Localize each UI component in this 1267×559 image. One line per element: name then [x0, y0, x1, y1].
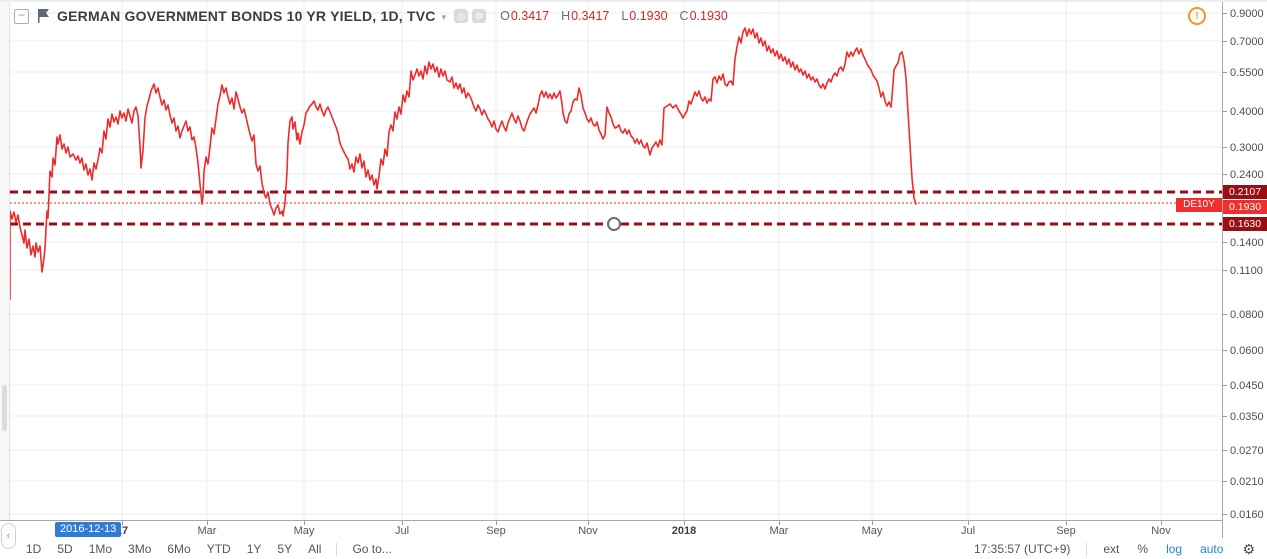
ohlc-low: L0.1930: [621, 9, 668, 23]
chevron-down-icon[interactable]: ▾: [441, 12, 447, 22]
time-label: Mar: [769, 525, 789, 537]
toolbar-divider: [336, 542, 338, 556]
price-tick-label: 0.2400: [1223, 168, 1264, 181]
left-sidebar-strip[interactable]: [0, 2, 10, 520]
range-button-all[interactable]: All: [308, 542, 322, 556]
range-buttons: 1D 5D 1Mo 3Mo 6Mo YTD 1Y 5Y All: [18, 542, 329, 556]
price-level-chip: 0.1930: [1223, 200, 1267, 214]
price-tick-label: 0.7000: [1223, 35, 1264, 48]
flag-icon[interactable]: [36, 9, 51, 23]
range-button-5d[interactable]: 5D: [57, 542, 73, 556]
line-tool-anchor-handle[interactable]: [607, 217, 621, 231]
price-tick-label: 0.0350: [1223, 410, 1264, 423]
ohlc-open: O0.3417: [500, 9, 550, 23]
time-tick: [496, 521, 497, 525]
range-button-1mo[interactable]: 1Mo: [88, 542, 113, 556]
time-tick: [402, 521, 403, 525]
time-label: Mar: [197, 525, 217, 537]
time-tick: [872, 521, 873, 525]
series-settings-gear-icon[interactable]: ⚙: [472, 9, 487, 23]
expand-toolbar-chevron-icon[interactable]: ‹: [1, 523, 16, 549]
time-label: May: [293, 525, 315, 537]
price-tick-label: 0.0450: [1223, 379, 1264, 392]
price-level-chip: 0.1630: [1223, 217, 1267, 231]
time-label: May: [861, 525, 883, 537]
log-scale-toggle[interactable]: log: [1166, 542, 1183, 556]
time-tick: [684, 521, 685, 525]
price-tick-label: 0.1400: [1223, 236, 1264, 249]
percent-scale-toggle[interactable]: %: [1137, 542, 1149, 556]
price-tick-label: 0.9000: [1223, 7, 1264, 20]
time-label: Jul: [394, 525, 410, 537]
price-chart-canvas[interactable]: [0, 0, 1222, 520]
left-scrollbar-thumb[interactable]: [2, 385, 7, 431]
toolbar-divider: [1086, 542, 1088, 556]
alert-notification-icon[interactable]: !: [1188, 7, 1206, 25]
time-tick: [1161, 521, 1162, 525]
time-label: 2018: [671, 525, 697, 537]
price-tick-label: 0.3000: [1223, 141, 1264, 154]
price-tick-label: 0.0160: [1223, 508, 1264, 521]
yield-line-series[interactable]: [9, 27, 917, 300]
price-tick-label: 0.0210: [1223, 475, 1264, 488]
price-tick-label: 0.1100: [1223, 264, 1263, 277]
chart-legend-header: − GERMAN GOVERNMENT BONDS 10 YR YIELD, 1…: [14, 6, 728, 26]
range-button-3mo[interactable]: 3Mo: [128, 542, 152, 556]
time-axis[interactable]: 2016-12-13 17 Mar May Jul Sep Nov 2018 Mar May Ju…: [0, 520, 1267, 539]
hide-series-icon[interactable]: ◎: [454, 9, 469, 23]
time-tick: [304, 521, 305, 525]
clock-timezone-button[interactable]: 17:35:57 (UTC+9): [973, 542, 1071, 556]
range-button-5y[interactable]: 5Y: [277, 542, 293, 556]
price-tick-label: 0.0600: [1223, 344, 1264, 357]
time-tick: [588, 521, 589, 525]
time-label: Nov: [578, 525, 598, 537]
time-tick: [1066, 521, 1067, 525]
price-tick-label: 0.4000: [1223, 105, 1264, 118]
crosshair-date-badge: 2016-12-13: [55, 522, 122, 537]
extended-hours-toggle[interactable]: ext: [1103, 542, 1120, 556]
price-tick-label: 0.5500: [1223, 66, 1264, 79]
range-button-1d[interactable]: 1D: [26, 542, 42, 556]
range-button-1y[interactable]: 1Y: [246, 542, 262, 556]
price-tick-label: 0.0270: [1223, 444, 1264, 457]
range-button-6mo[interactable]: 6Mo: [167, 542, 191, 556]
toolbar-right-group: 17:35:57 (UTC+9) ext % log auto ⚙: [965, 542, 1267, 556]
time-tick: [779, 521, 780, 525]
time-label: Nov: [1151, 525, 1171, 537]
time-label: Sep: [1056, 525, 1076, 537]
goto-date-button[interactable]: Go to...: [352, 542, 392, 556]
bottom-toolbar: 1D 5D 1Mo 3Mo 6Mo YTD 1Y 5Y All Go to... 17:35:5…: [0, 538, 1267, 559]
time-tick: [207, 521, 208, 525]
time-tick: [968, 521, 969, 525]
top-divider: [0, 0, 1267, 2]
ohlc-high: H0.3417: [561, 9, 610, 23]
ohlc-close: C0.1930: [679, 9, 728, 23]
settings-gear-icon[interactable]: ⚙: [1242, 541, 1255, 557]
price-tick-label: 0.0800: [1223, 308, 1264, 321]
collapse-legend-button[interactable]: −: [14, 8, 29, 24]
price-axis[interactable]: 0.9000 0.7000 0.5500 0.4000 0.3000 0.2400 0.14…: [1222, 2, 1267, 538]
range-button-ytd[interactable]: YTD: [206, 542, 231, 556]
symbol-price-chip: DE10Y: [1176, 198, 1222, 212]
time-label: Jul: [960, 525, 976, 537]
symbol-title[interactable]: GERMAN GOVERNMENT BONDS 10 YR YIELD, 1D,…: [57, 8, 436, 24]
auto-scale-toggle[interactable]: auto: [1200, 542, 1224, 556]
ohlc-values: O0.3417 H0.3417 L0.1930 C0.1930: [500, 9, 728, 23]
time-tick: [122, 521, 123, 525]
time-label: Sep: [486, 525, 506, 537]
price-level-chip: 0.2107: [1223, 185, 1267, 199]
